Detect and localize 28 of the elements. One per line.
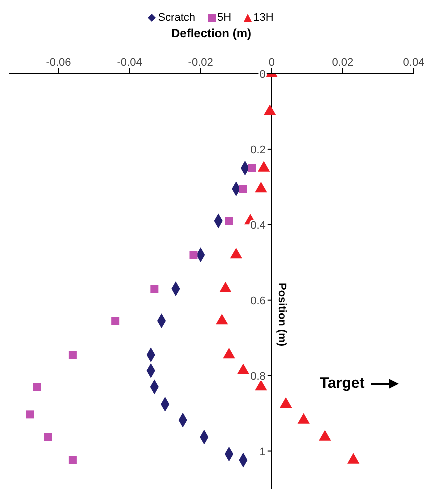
point bbox=[239, 185, 248, 194]
y-tick-label: 1 bbox=[260, 446, 266, 458]
point bbox=[68, 351, 77, 360]
x-tick-label: -0.06 bbox=[46, 57, 72, 69]
point bbox=[248, 164, 256, 172]
y-tick-label: 0.8 bbox=[250, 370, 266, 383]
y-tick-label: 0.4 bbox=[250, 220, 266, 232]
legend-label: Scratch bbox=[157, 12, 196, 24]
y-axis-title: Position (m) bbox=[276, 283, 288, 347]
point bbox=[190, 251, 198, 260]
point bbox=[150, 285, 159, 294]
point bbox=[112, 317, 120, 326]
x-tick-label: 0.02 bbox=[332, 57, 354, 69]
point bbox=[68, 456, 77, 464]
point bbox=[44, 433, 52, 442]
x-tick-label: 0.04 bbox=[403, 57, 425, 69]
x-tick-label: 0 bbox=[268, 57, 275, 69]
point bbox=[26, 410, 34, 419]
y-tick-label: 0.2 bbox=[250, 144, 266, 156]
x-tick-label: -0.04 bbox=[117, 57, 142, 69]
x-axis-title: Deflection (m) bbox=[171, 26, 252, 41]
x-tick-label: -0.02 bbox=[188, 57, 214, 69]
annotation: Target bbox=[320, 375, 365, 392]
point bbox=[33, 383, 42, 392]
legend-label: 13H bbox=[252, 12, 274, 24]
point bbox=[225, 217, 234, 226]
y-tick-label: 0.6 bbox=[250, 295, 266, 308]
legend-label: 5H bbox=[216, 12, 232, 24]
